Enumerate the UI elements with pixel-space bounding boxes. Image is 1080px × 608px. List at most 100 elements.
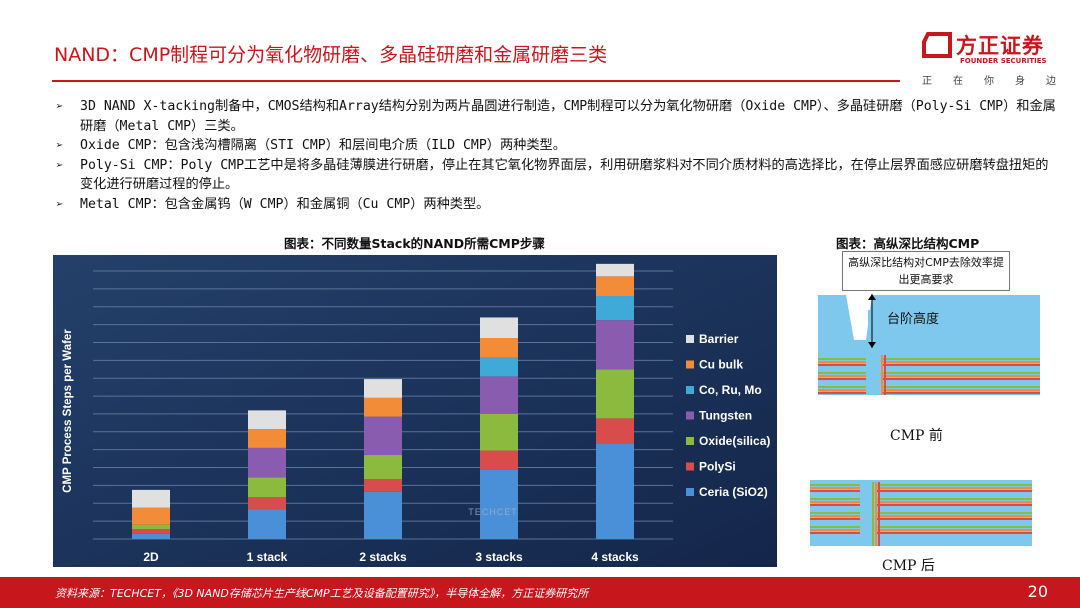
layer-stripe xyxy=(882,372,1040,374)
layer-stripe xyxy=(882,389,1040,391)
legend-swatch xyxy=(686,360,694,369)
page-number: 20 xyxy=(1027,582,1048,601)
layer-stripe xyxy=(810,512,860,514)
layer-stripe xyxy=(882,386,1040,388)
bar-segment xyxy=(596,320,634,370)
layer-stripe xyxy=(818,361,866,363)
after-cmp-structure xyxy=(810,480,1032,546)
founder-logo-icon xyxy=(922,32,952,58)
bar-segment xyxy=(248,447,286,478)
bar-segment xyxy=(248,497,286,510)
bullet-item: ➢ Metal CMP：包含金属钨（W CMP）和金属铜（Cu CMP）两种类型。 xyxy=(56,195,1056,215)
bar-segment xyxy=(364,479,402,492)
step-height-label: 台阶高度 xyxy=(887,311,939,327)
layer-stripe xyxy=(818,386,866,388)
bullet-text: Poly-Si CMP：Poly CMP工艺中是将多晶硅薄膜进行研磨，停止在其它… xyxy=(80,157,1049,193)
bar-segment xyxy=(596,369,634,419)
bar-segment xyxy=(480,413,518,451)
bar-segment xyxy=(132,524,170,530)
bar-segment xyxy=(596,443,634,539)
layer-stripe xyxy=(876,526,1032,528)
legend-swatch xyxy=(686,411,694,420)
x-tick-label: 1 stack xyxy=(247,550,288,564)
layer-stripe xyxy=(810,504,860,506)
layer-stripe xyxy=(882,378,1040,380)
layer-stripe xyxy=(876,512,1032,514)
layer-stripe xyxy=(876,532,1032,534)
bar-segment xyxy=(248,477,286,498)
legend-swatch xyxy=(686,386,694,394)
layer-stripe xyxy=(882,364,1040,366)
bar-segment xyxy=(596,276,634,297)
layer-stripe xyxy=(872,482,874,546)
y-axis-label: CMP Process Steps per Wafer xyxy=(62,329,74,493)
high-aspect-ratio-diagram: 台阶高度 CMP 前 CMP 后 xyxy=(810,294,1040,574)
legend-swatch xyxy=(686,437,694,445)
bar-segment xyxy=(364,416,402,456)
cmp-steps-chart: 2D 1 stack 2 stacks 3 stacks 4 stacks Barrie… xyxy=(53,255,777,567)
bullet-arrow-icon: ➢ xyxy=(56,157,64,172)
layer-stripe xyxy=(818,392,866,394)
bullet-text: 3D NAND X-tacking制备中，CMOS结构和Array结构分别为两片… xyxy=(80,99,1056,134)
layer-stripe xyxy=(882,358,1040,360)
layer-stripe xyxy=(818,378,866,380)
layer-stripe xyxy=(810,526,860,528)
bullet-arrow-icon: ➢ xyxy=(56,99,64,113)
layer-stripe xyxy=(876,518,1032,520)
bar-segment xyxy=(596,418,634,444)
source-note: 资料来源：TECHCET，《3D NAND存储芯片生产线CMP工艺及设备配置研究… xyxy=(55,587,589,600)
layer-stripe xyxy=(876,501,1032,503)
layer-stripe xyxy=(884,355,886,395)
layer-stripe xyxy=(876,504,1032,506)
x-tick-label: 4 stacks xyxy=(591,550,639,564)
legend-swatch xyxy=(686,488,694,496)
bullet-item: ➢ Poly-Si CMP：Poly CMP工艺中是将多晶硅薄膜进行研磨，停止在其… xyxy=(56,156,1056,195)
x-tick-label: 3 stacks xyxy=(475,550,523,564)
bar-segment xyxy=(596,296,634,321)
bar-segment xyxy=(132,533,170,539)
bullet-arrow-icon: ➢ xyxy=(56,196,64,211)
bullet-list: ➢ 3D NAND X-tacking制备中，CMOS结构和Array结构分别为两… xyxy=(56,97,1056,215)
layer-stripe xyxy=(810,501,860,503)
layer-stripe xyxy=(876,515,1032,517)
bar-segment xyxy=(132,489,170,508)
bullet-text: Oxide CMP：包含浅沟槽隔离（STI CMP）和层间电介质（ILD CMP… xyxy=(80,138,566,154)
before-cmp-structure xyxy=(818,294,1040,395)
layer-stripe xyxy=(810,490,860,492)
logo-name: 方正证券 xyxy=(956,34,1044,58)
layer-stripe xyxy=(876,490,1032,492)
figure-caption: 图表：高纵深比结构CMP xyxy=(836,236,980,251)
layer-stripe xyxy=(818,372,866,374)
layer-stripe xyxy=(810,518,860,520)
bar-segment xyxy=(364,491,402,539)
legend-label: Ceria (SiO2) xyxy=(699,485,768,499)
layer-stripe xyxy=(882,361,1040,363)
layer-stripe xyxy=(810,532,860,534)
layer-stripe xyxy=(882,392,1040,394)
bar-segment xyxy=(480,376,518,414)
footer-bar: 资料来源：TECHCET，《3D NAND存储芯片生产线CMP工艺及设备配置研究… xyxy=(0,577,1080,608)
bar-segment xyxy=(480,469,518,539)
bar-segment xyxy=(248,410,286,430)
bar-segment xyxy=(248,429,286,448)
layer-stripe xyxy=(876,529,1032,531)
logo-subtitle: FOUNDER SECURITIES xyxy=(960,57,1047,65)
bullet-arrow-icon: ➢ xyxy=(56,138,64,153)
logo-slogan: 正在你身边 xyxy=(922,76,1077,87)
layer-stripe xyxy=(876,484,1032,486)
layer-stripe xyxy=(878,482,880,546)
layer-stripe xyxy=(810,529,860,531)
layer-stripe xyxy=(818,358,866,360)
layer-stripe xyxy=(876,487,1032,489)
legend-label: Cu bulk xyxy=(699,358,743,372)
bullet-item: ➢ Oxide CMP：包含浅沟槽隔离（STI CMP）和层间电介质（ILD CM… xyxy=(56,136,1056,156)
legend-label: Tungsten xyxy=(699,409,752,423)
layer-stripe xyxy=(876,498,1032,500)
before-cmp-label: CMP 前 xyxy=(890,427,943,444)
x-tick-label: 2D xyxy=(143,550,159,564)
bullet-item: ➢ 3D NAND X-tacking制备中，CMOS结构和Array结构分别为两… xyxy=(56,97,1056,136)
legend-label: Oxide(silica) xyxy=(699,434,770,448)
bar-segment xyxy=(480,317,518,338)
legend-label: PolySi xyxy=(699,460,736,474)
layer-stripe xyxy=(818,364,866,366)
